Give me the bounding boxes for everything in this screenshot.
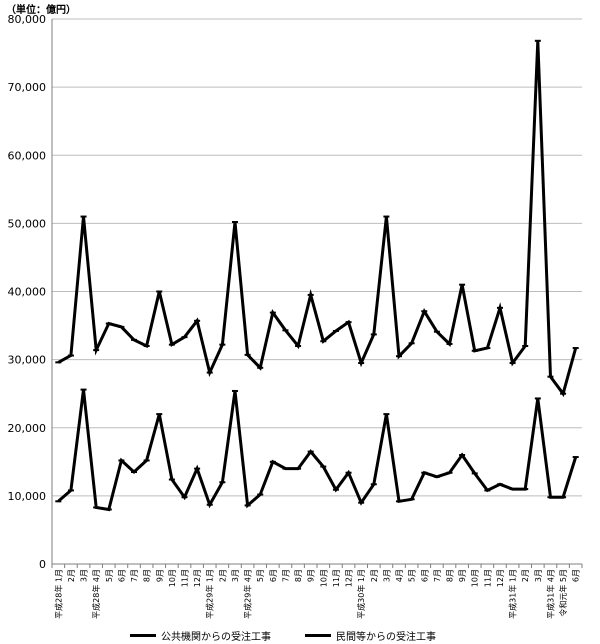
legend: 公共機関からの受注工事 民間等からの受注工事 — [0, 628, 600, 643]
x-tick-label: 9月 — [307, 569, 316, 582]
x-tick-label: 6月 — [420, 569, 429, 582]
series-line-1 — [57, 389, 578, 512]
x-tick-label: 3月 — [534, 569, 543, 582]
line-chart: 0 10,000 20,000 30,000 40,000 50,000 60,000 70,… — [8, 13, 583, 619]
x-tick-label: 平成31年 4月 — [545, 569, 555, 619]
x-tick-label: 令和元年 5月 — [558, 569, 568, 617]
x-tick-label: 2月 — [370, 569, 379, 582]
x-tick-label: 平成31年 1月 — [508, 569, 518, 619]
legend-label-public: 公共機関からの受注工事 — [161, 632, 271, 643]
y-tick-label: 80,000 — [8, 13, 47, 26]
x-tick-label: 3月 — [80, 569, 89, 582]
y-tick-label: 30,000 — [8, 354, 47, 367]
x-tick-label: 10月 — [319, 569, 328, 587]
x-tick-label: 8月 — [446, 569, 455, 582]
x-tick-label: 11月 — [332, 569, 341, 587]
x-tick-label: 11月 — [483, 569, 492, 587]
x-tick-label: 平成29年 4月 — [243, 569, 253, 619]
x-tick-label: 5月 — [256, 569, 265, 582]
y-tick-label: 50,000 — [8, 217, 47, 230]
y-tick-label: 70,000 — [8, 81, 47, 94]
legend-swatch-public — [130, 634, 156, 637]
x-tick-label: 12月 — [193, 569, 202, 587]
x-tick-label: 6月 — [269, 569, 278, 582]
y-tick-label: 10,000 — [8, 490, 47, 503]
legend-item-private: 民間等からの受注工事 — [305, 628, 436, 643]
x-tick-label: 3月 — [382, 569, 391, 582]
x-tick-label: 2月 — [67, 569, 76, 582]
x-tick-label: 5月 — [105, 569, 114, 582]
series-line-2 — [57, 40, 578, 398]
y-tick-label: 0 — [39, 558, 46, 571]
unit-label: （単位：億円） — [6, 5, 76, 16]
x-tick-label: 平成29年 1月 — [205, 569, 215, 619]
legend-item-public: 公共機関からの受注工事 — [130, 628, 271, 643]
x-tick-label: 6月 — [572, 569, 581, 582]
x-tick-label: 平成30年 1月 — [356, 569, 366, 619]
x-tick-label: 10月 — [471, 569, 480, 587]
x-tick-label: 7月 — [433, 569, 442, 582]
x-tick-label: 8月 — [143, 569, 152, 582]
x-tick-label: 7月 — [281, 569, 290, 582]
x-tick-label: 9月 — [458, 569, 467, 582]
x-tick-label: 4月 — [395, 569, 404, 582]
y-tick-label: 20,000 — [8, 422, 47, 435]
x-tick-label: 3月 — [231, 569, 240, 582]
x-tick-label: 11月 — [181, 569, 190, 587]
x-tick-label: 2月 — [218, 569, 227, 582]
x-tick-label: 6月 — [117, 569, 126, 582]
x-tick-label: 平成28年 1月 — [53, 569, 63, 619]
x-tick-label: 8月 — [294, 569, 303, 582]
x-tick-label: 10月 — [168, 569, 177, 587]
x-tick-label: 12月 — [345, 569, 354, 587]
x-tick-label: 2月 — [521, 569, 530, 582]
y-tick-label: 60,000 — [8, 149, 47, 162]
x-tick-label: 平成28年 4月 — [91, 569, 101, 619]
x-tick-label: 9月 — [155, 569, 164, 582]
y-tick-label: 40,000 — [8, 286, 47, 299]
x-tick-label: 7月 — [130, 569, 139, 582]
legend-label-private: 民間等からの受注工事 — [336, 632, 436, 643]
x-tick-label: 12月 — [496, 569, 505, 587]
x-tick-label: 5月 — [408, 569, 417, 582]
legend-swatch-private — [305, 634, 331, 637]
